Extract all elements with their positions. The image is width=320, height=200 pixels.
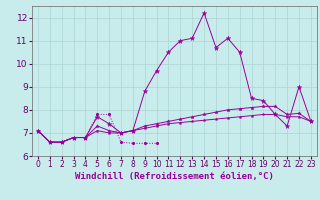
X-axis label: Windchill (Refroidissement éolien,°C): Windchill (Refroidissement éolien,°C) (75, 172, 274, 181)
